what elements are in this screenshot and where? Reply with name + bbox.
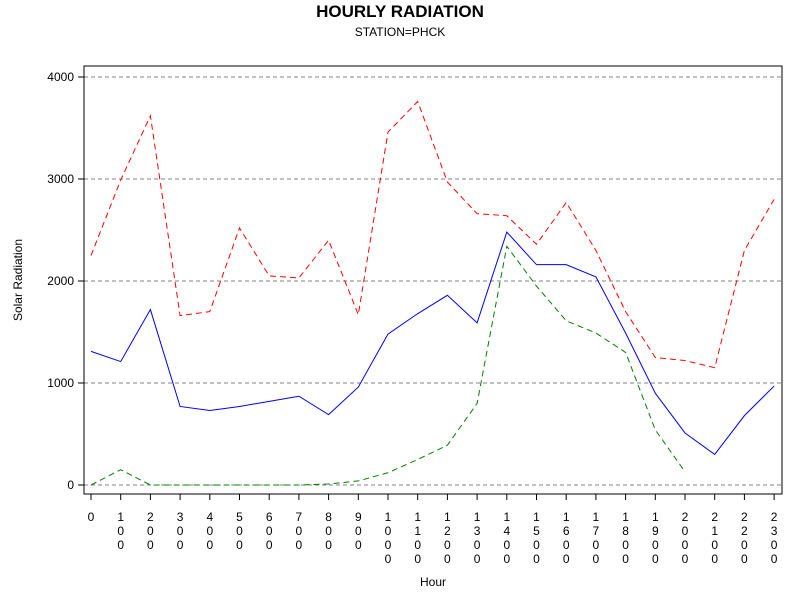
y-tick-label: 0 bbox=[67, 478, 74, 492]
series-1 bbox=[90, 231, 775, 456]
chart-title: HOURLY RADIATION bbox=[316, 2, 484, 21]
y-tick-label: 4000 bbox=[47, 70, 74, 84]
gridlines bbox=[84, 76, 782, 486]
y-axis-ticks: 0 1000 2000 3000 4000 bbox=[47, 70, 84, 492]
series-lines bbox=[90, 100, 775, 486]
x-tick-label: 0 bbox=[88, 510, 95, 524]
series-line bbox=[90, 231, 775, 456]
series-line bbox=[90, 100, 775, 369]
y-tick-label: 3000 bbox=[47, 172, 74, 186]
chart-subtitle: STATION=PHCK bbox=[355, 25, 446, 39]
series-2 bbox=[90, 100, 775, 369]
series-3 bbox=[90, 245, 686, 486]
y-axis-label: Solar Radiation bbox=[11, 239, 25, 321]
x-axis-ticks: 0 1 0 0 2 0 0 3 0 0 4 0 0 5 0 0 6 0 0 7 0 0 8 0 0 9 0 0 1 0 0 0 1 1 0 0 1 2 0 0… bbox=[88, 494, 778, 566]
y-tick-label: 1000 bbox=[47, 376, 74, 390]
series-line bbox=[90, 245, 686, 486]
plot-frame bbox=[83, 65, 783, 495]
y-tick-label: 2000 bbox=[47, 274, 74, 288]
x-axis-label: Hour bbox=[420, 575, 446, 589]
